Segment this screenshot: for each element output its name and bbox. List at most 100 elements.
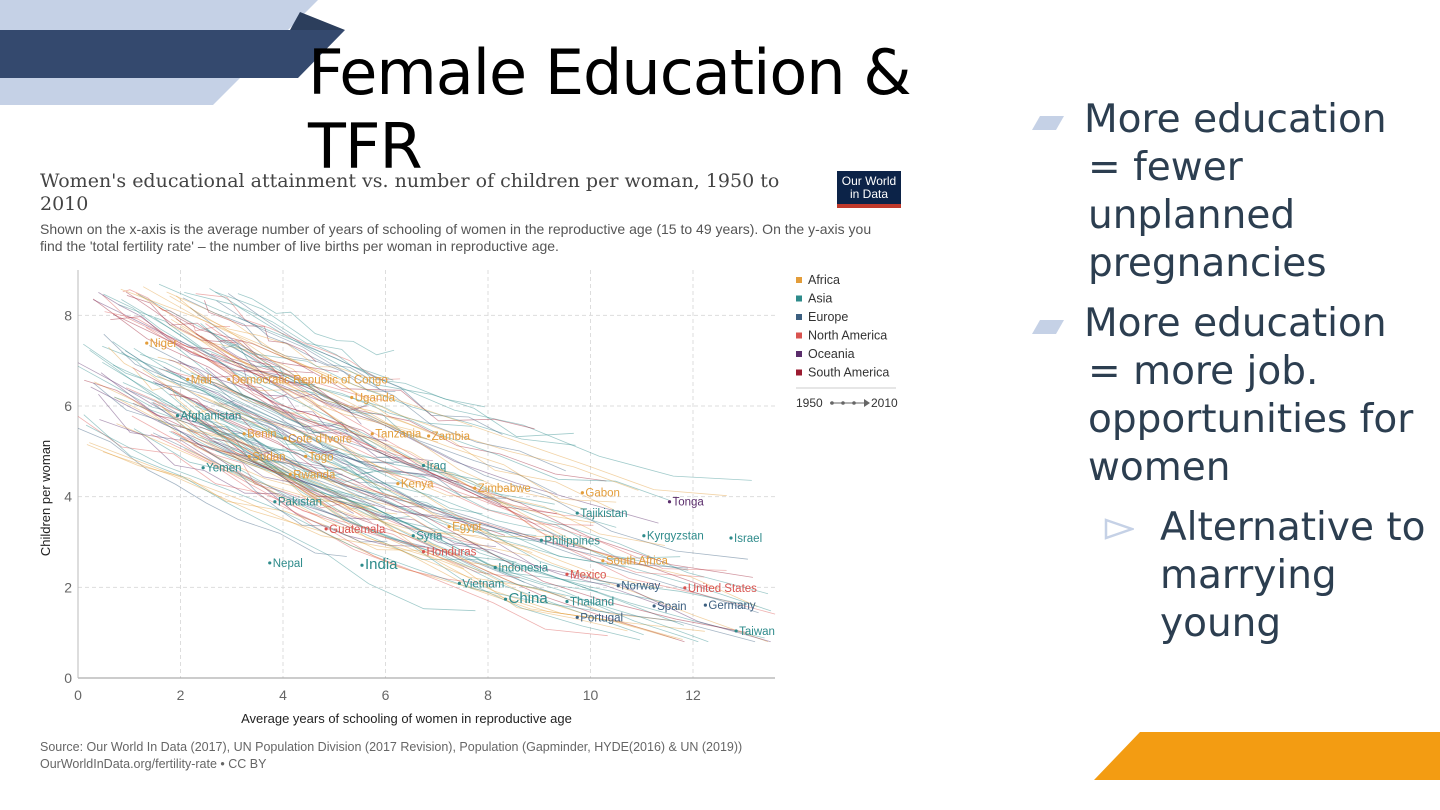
country-trajectory-line xyxy=(199,423,314,478)
country-trajectory-line xyxy=(112,313,753,578)
country-trajectory-line xyxy=(152,402,343,499)
country-trajectory-line xyxy=(243,369,348,433)
country-trajectory-line xyxy=(151,401,598,592)
country-trajectory-line xyxy=(138,293,576,446)
country-trajectory-line xyxy=(195,419,628,632)
source-line2[interactable]: OurWorldInData.org/fertility-rate • CC B… xyxy=(40,757,267,771)
country-trajectory-line xyxy=(213,440,667,608)
country-trajectory-line xyxy=(100,372,354,514)
country-trajectory-line xyxy=(212,423,376,510)
y-axis-title: Children per woman xyxy=(38,440,53,556)
country-label: South Africa xyxy=(606,556,669,568)
country-label: Nepal xyxy=(273,558,303,570)
bullet-marker-icon xyxy=(1032,320,1064,334)
country-trajectory-line xyxy=(102,294,360,432)
country-label: Niger xyxy=(150,338,178,350)
orange-accent-shape xyxy=(1094,732,1440,780)
country-trajectory-line xyxy=(143,286,639,491)
country-trajectory-line xyxy=(108,346,227,419)
country-trajectory-line xyxy=(219,340,748,560)
country-endpoint-dot xyxy=(411,534,415,538)
country-trajectory-line xyxy=(163,366,771,643)
country-trajectory-line xyxy=(192,350,439,443)
country-label: Rwanda xyxy=(293,470,336,482)
country-trajectory-line xyxy=(148,345,502,505)
country-trajectory-line xyxy=(200,335,416,432)
x-tick-label: 0 xyxy=(74,687,82,703)
country-trajectory-line xyxy=(158,283,752,481)
owid-logo[interactable]: Our World in Data xyxy=(837,171,901,208)
x-tick-label: 4 xyxy=(279,687,287,703)
country-trajectory-line xyxy=(103,333,394,464)
legend-label: Asia xyxy=(808,292,832,306)
country-trajectory-line xyxy=(135,292,447,440)
country-trajectory-line xyxy=(180,326,653,568)
country-trajectory-line xyxy=(90,386,590,551)
country-trajectory-line xyxy=(210,353,607,482)
country-trajectory-line xyxy=(122,382,487,575)
country-trajectory-line xyxy=(219,402,727,571)
country-endpoint-dot xyxy=(447,525,451,529)
country-trajectory-line xyxy=(102,345,555,505)
country-endpoint-dot xyxy=(616,584,620,588)
country-label: Iraq xyxy=(427,460,447,472)
country-trajectory-line xyxy=(126,295,313,374)
country-trajectory-line xyxy=(128,389,403,484)
country-label: Benin xyxy=(247,429,276,441)
country-trajectory-line xyxy=(153,380,459,483)
bullet-text: More education = fewer unplanned pregnan… xyxy=(1084,97,1387,286)
country-trajectory-line xyxy=(205,323,776,615)
country-endpoint-dot xyxy=(601,559,605,563)
country-trajectory-line xyxy=(221,346,362,425)
country-endpoint-dot xyxy=(503,597,508,601)
country-endpoint-dot xyxy=(565,599,569,604)
country-trajectory-line xyxy=(85,424,610,614)
country-endpoint-dot xyxy=(304,454,308,458)
legend-swatch xyxy=(796,351,802,357)
country-trajectory-line xyxy=(132,367,506,536)
country-endpoint-dot xyxy=(288,472,292,477)
bullet-list: More education = fewer unplanned pregnan… xyxy=(1030,96,1430,648)
legend-time-dot xyxy=(841,401,845,405)
country-trajectory-line xyxy=(195,416,425,508)
country-endpoint-dot xyxy=(273,500,277,504)
country-endpoint-dot xyxy=(350,395,354,400)
country-label: Gabon xyxy=(585,488,620,500)
country-endpoint-dot xyxy=(175,414,180,418)
country-trajectory-line xyxy=(194,405,681,560)
country-trajectory-line xyxy=(177,360,287,400)
country-label: Vietnam xyxy=(462,578,504,590)
country-trajectory-line xyxy=(121,299,484,482)
logo-line2: in Data xyxy=(849,187,889,201)
legend-swatch xyxy=(796,314,802,320)
country-trajectory-line xyxy=(89,442,705,632)
legend-label: Europe xyxy=(808,310,848,324)
country-label: India xyxy=(365,556,398,573)
chart-source: Source: Our World In Data (2017), UN Pop… xyxy=(40,739,840,773)
title-corner-decoration xyxy=(0,0,345,105)
x-tick-label: 6 xyxy=(382,687,390,703)
country-label: Guatemala xyxy=(329,524,386,536)
country-endpoint-dot xyxy=(227,377,231,381)
country-trajectory-line xyxy=(93,299,659,524)
chart-plot: 0 2 4 6 8 0 2 4 6 8 10 12 Niger Mali Democratic Republ… xyxy=(38,270,898,726)
country-trajectory-line xyxy=(184,448,677,640)
country-trajectory-line xyxy=(205,328,669,501)
country-endpoint-dot xyxy=(268,561,272,565)
country-label: Pakistan xyxy=(278,497,322,509)
legend-swatch xyxy=(796,295,802,302)
country-trajectory-line xyxy=(103,293,339,402)
country-trajectory-line xyxy=(121,351,235,406)
chart-subtitle: Shown on the x-axis is the average numbe… xyxy=(40,221,872,254)
country-label: Philippines xyxy=(544,535,600,547)
country-endpoint-dot xyxy=(580,491,584,495)
country-trajectory-line xyxy=(83,343,426,478)
legend-swatch xyxy=(796,369,802,376)
country-trajectory-line xyxy=(184,292,574,438)
country-trajectory-line xyxy=(125,291,339,373)
country-trajectory-line xyxy=(178,439,531,557)
country-trajectory-line xyxy=(157,419,709,643)
country-label: Tajikistan xyxy=(580,508,627,520)
country-trajectory-line xyxy=(237,316,380,390)
country-label: Portugal xyxy=(580,612,623,624)
